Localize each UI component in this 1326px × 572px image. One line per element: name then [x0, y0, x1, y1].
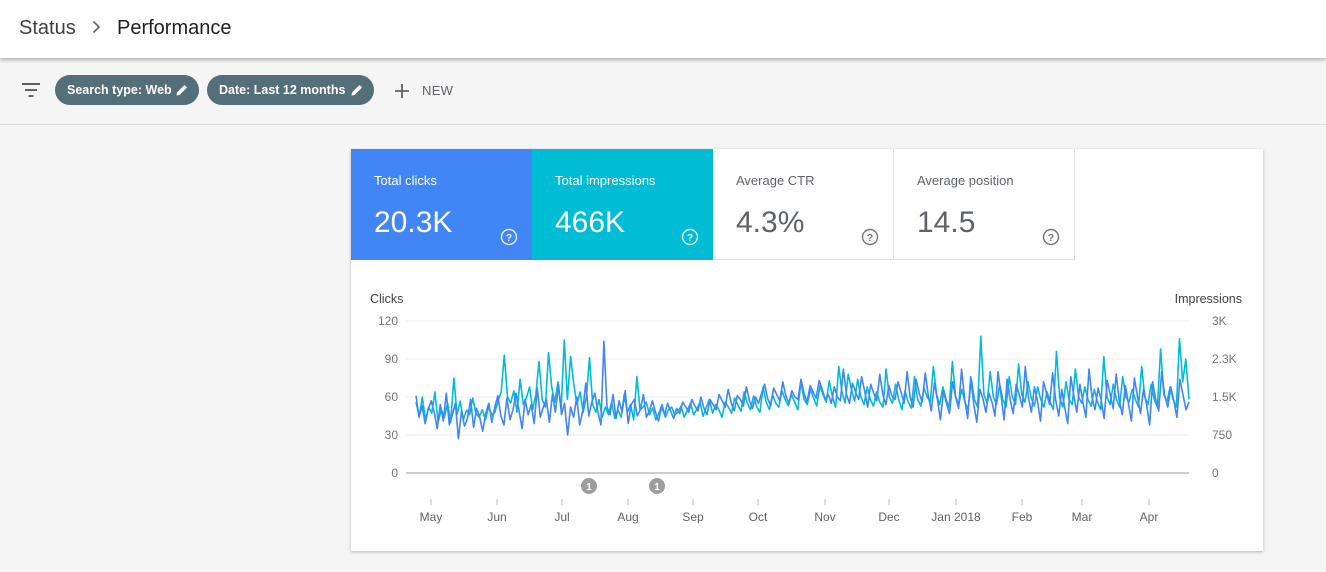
metric-value: 14.5 [917, 206, 976, 239]
new-label: NEW [422, 83, 454, 98]
date-chip[interactable]: Date: Last 12 months [207, 75, 374, 105]
x-tick-label: Nov [814, 510, 835, 524]
search-type-chip[interactable]: Search type: Web [55, 75, 199, 105]
x-tick-label: Jun [487, 510, 506, 524]
metric-value: 4.3% [736, 206, 805, 239]
x-tick-label: Jan 2018 [931, 510, 981, 524]
x-tick-label: Feb [1012, 510, 1033, 524]
left-tick-label: 90 [385, 352, 399, 366]
svg-text:?: ? [1048, 232, 1054, 244]
right-tick-label: 1.5K [1212, 390, 1237, 404]
clicks-series-line [415, 340, 1190, 440]
help-icon[interactable]: ? [861, 228, 879, 246]
annotation-marker[interactable] [649, 478, 665, 494]
left-tick-label: 30 [385, 428, 399, 442]
page-title: Performance [117, 17, 232, 39]
x-tick-label: May [420, 510, 443, 524]
performance-card: Total clicks 20.3K ? Total impressions 4… [351, 149, 1263, 551]
filter-icon[interactable] [21, 80, 41, 100]
x-tick-label: Dec [878, 510, 899, 524]
plus-icon [395, 84, 409, 98]
annotation-label: 1 [654, 482, 660, 493]
x-tick-label: Aug [617, 510, 638, 524]
left-tick-label: 60 [385, 390, 399, 404]
left-axis-label: Clicks [370, 292, 403, 306]
annotation-label: 1 [586, 482, 592, 493]
right-tick-label: 750 [1212, 428, 1232, 442]
left-tick-label: 120 [378, 314, 398, 328]
annotation-marker[interactable] [581, 478, 597, 494]
top-bar: Status Performance [0, 0, 1326, 58]
svg-text:?: ? [687, 232, 693, 244]
metric-total-impressions[interactable]: Total impressions 466K ? [532, 149, 713, 260]
metric-total-clicks[interactable]: Total clicks 20.3K ? [351, 149, 532, 260]
help-icon[interactable]: ? [681, 228, 699, 246]
svg-text:?: ? [867, 232, 873, 244]
search-type-label: Search type: Web [67, 83, 172, 97]
x-tick-label: Oct [749, 510, 768, 524]
svg-text:?: ? [506, 232, 512, 244]
right-axis-label: Impressions [1175, 292, 1242, 306]
filter-bar: Search type: Web Date: Last 12 months NE… [0, 58, 1326, 125]
right-tick-label: 2.3K [1212, 352, 1237, 366]
x-tick-label: Jul [554, 510, 569, 524]
metric-value: 466K [555, 206, 626, 239]
right-tick-label: 0 [1212, 466, 1219, 480]
metric-label: Average CTR [736, 173, 815, 188]
metric-label: Total clicks [374, 173, 437, 188]
date-label: Date: Last 12 months [219, 83, 346, 97]
chevron-right-icon [92, 20, 101, 34]
metric-average-position[interactable]: Average position 14.5 ? [894, 149, 1075, 260]
metric-label: Average position [917, 173, 1014, 188]
metric-value: 20.3K [374, 206, 453, 239]
metric-label: Total impressions [555, 173, 656, 188]
left-tick-label: 0 [391, 466, 398, 480]
x-tick-label: Mar [1072, 510, 1093, 524]
help-icon[interactable]: ? [500, 228, 518, 246]
x-tick-label: Sep [682, 510, 704, 524]
metric-average-ctr[interactable]: Average CTR 4.3% ? [713, 149, 894, 260]
pencil-icon [351, 85, 362, 96]
right-tick-label: 3K [1212, 314, 1227, 328]
breadcrumb-status[interactable]: Status [19, 17, 76, 39]
x-tick-label: Apr [1140, 510, 1159, 524]
pencil-icon [176, 85, 187, 96]
help-icon[interactable]: ? [1042, 228, 1060, 246]
